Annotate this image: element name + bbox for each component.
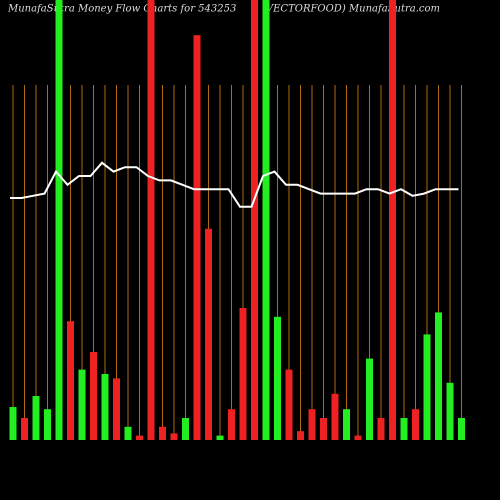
bar xyxy=(308,409,316,440)
bar xyxy=(124,426,132,440)
price-line xyxy=(10,161,459,208)
bar xyxy=(366,358,373,440)
bar xyxy=(44,409,51,440)
bar xyxy=(274,316,281,440)
bar xyxy=(389,0,396,440)
bar xyxy=(423,334,431,440)
bar xyxy=(297,431,304,440)
bar xyxy=(343,409,350,440)
bar xyxy=(182,418,189,440)
bar xyxy=(205,228,212,440)
bar xyxy=(412,409,419,440)
bar xyxy=(320,418,327,440)
bar xyxy=(90,352,97,440)
bar xyxy=(285,369,293,440)
bar xyxy=(9,407,17,440)
bar xyxy=(331,393,339,440)
bar xyxy=(113,378,120,440)
bar xyxy=(32,396,40,440)
bar xyxy=(170,433,178,440)
bar xyxy=(101,374,109,440)
chart-title: MunafaSutra Money Flow Charts for 543253 xyxy=(7,4,236,15)
bar xyxy=(239,308,247,440)
bar xyxy=(251,0,258,440)
bar xyxy=(435,312,442,440)
bar xyxy=(354,435,362,440)
bar xyxy=(21,418,28,440)
bar xyxy=(159,426,166,440)
bar xyxy=(228,409,235,440)
bar xyxy=(147,0,155,440)
bar xyxy=(55,0,63,440)
bar xyxy=(377,418,385,440)
bar xyxy=(193,35,201,440)
bar xyxy=(136,435,143,440)
chart-subtitle: (VECTORFOOD) MunafaSutra.com xyxy=(262,4,440,15)
bar xyxy=(78,369,86,440)
bar xyxy=(67,321,74,440)
bar xyxy=(216,435,224,440)
bar xyxy=(262,0,270,440)
bar xyxy=(446,382,454,440)
bar xyxy=(458,418,465,440)
bar xyxy=(400,418,408,440)
